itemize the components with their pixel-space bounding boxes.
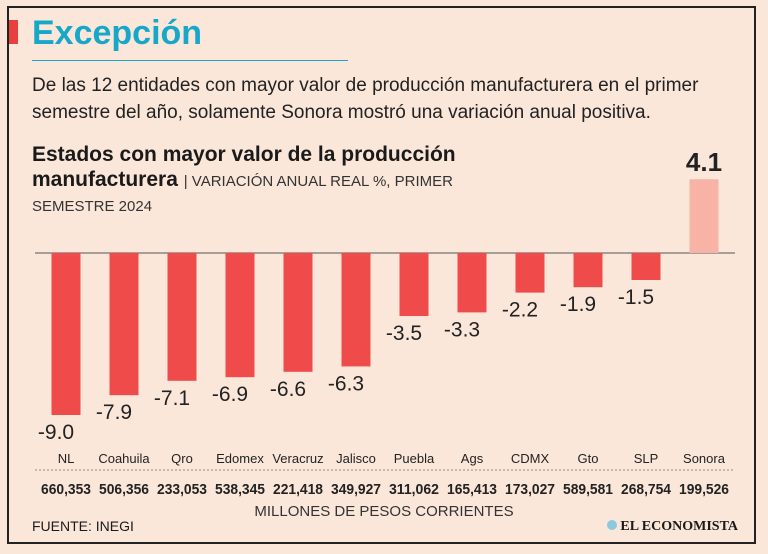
chart-title: Estados con mayor valor de la producción…: [32, 142, 572, 194]
category-label: Edomex: [216, 451, 264, 466]
logo-icon: [607, 520, 618, 530]
production-value: 199,526: [679, 481, 729, 498]
production-value: 538,345: [215, 481, 265, 498]
logo: EL ECONOMISTA: [607, 519, 738, 535]
production-value: 506,356: [99, 481, 149, 498]
units-label: MILLONES DE PESOS CORRIENTES: [254, 503, 514, 520]
accent-bar: [9, 20, 18, 44]
bar-Puebla: [399, 253, 429, 316]
bar-Edomex: [225, 253, 255, 378]
production-value: 173,027: [505, 481, 555, 498]
chart-subtitle-2: SEMESTRE 2024: [32, 198, 153, 215]
value-label: -1.9: [560, 293, 596, 316]
category-label: Qro: [171, 451, 193, 466]
bar-SLP: [631, 253, 661, 280]
category-label: Jalisco: [336, 451, 376, 466]
production-value: 311,062: [389, 481, 439, 498]
bar-Qro: [167, 253, 197, 381]
bar-Veracruz: [283, 253, 313, 372]
production-value: 589,581: [563, 481, 613, 498]
production-value: 349,927: [331, 481, 381, 498]
chart-subtitle: | VARIACIÓN ANUAL REAL %, PRIMER: [183, 173, 453, 190]
bar-Ags: [457, 253, 487, 313]
category-label: Gto: [578, 451, 599, 466]
production-value: 233,053: [157, 481, 207, 498]
category-label: Veracruz: [272, 451, 323, 466]
production-value: 660,353: [41, 481, 91, 498]
value-label: -6.6: [270, 378, 306, 401]
category-label: Coahuila: [98, 451, 150, 466]
frame: [7, 6, 756, 544]
intro-text: De las 12 entidades con mayor valor de p…: [32, 75, 699, 123]
bar-Coahuila: [109, 253, 139, 396]
chart-title-main: Estados con mayor valor de la producción…: [32, 143, 456, 191]
category-label: SLP: [634, 451, 659, 466]
value-label: -6.3: [328, 372, 364, 395]
source: FUENTE: INEGI: [32, 518, 134, 534]
value-label: -7.1: [154, 387, 190, 410]
page-title: Excepción: [32, 14, 203, 52]
category-label: Ags: [461, 451, 484, 466]
value-label: 4.1: [686, 147, 722, 177]
production-value: 165,413: [447, 481, 497, 498]
title-rule: [32, 60, 348, 61]
bar-CDMX: [515, 253, 545, 293]
bar-NL: [51, 253, 81, 415]
bar-Jalisco: [341, 253, 371, 367]
category-label: NL: [58, 451, 75, 466]
category-label: Puebla: [394, 451, 435, 466]
logo-text: EL ECONOMISTA: [620, 519, 738, 534]
category-label: CDMX: [511, 451, 550, 466]
value-label: -9.0: [38, 421, 74, 444]
value-label: -3.5: [386, 322, 422, 345]
production-value: 221,418: [273, 481, 323, 498]
value-label: -7.9: [96, 401, 132, 424]
value-label: -2.2: [502, 299, 538, 322]
production-value: 268,754: [621, 481, 672, 498]
value-label: -1.5: [618, 286, 654, 309]
value-label: -6.9: [212, 383, 248, 406]
bar-Gto: [573, 253, 603, 288]
category-label: Sonora: [683, 451, 726, 466]
bar-Sonora: [689, 179, 719, 253]
value-label: -3.3: [444, 318, 480, 341]
